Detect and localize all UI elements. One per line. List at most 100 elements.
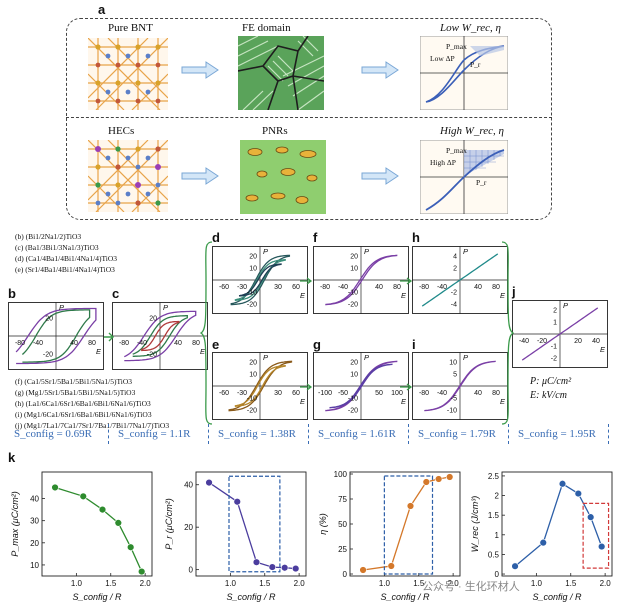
highlight-box [228,475,281,573]
legend-top-item: (e) (Sr1/4Ba1/4Bi1/4Na1/4)TiO3 [15,265,115,274]
p-unit-note: P: μC/cm² [530,376,572,387]
series-line [54,486,143,572]
arrow-right-icon [361,61,399,79]
loop-curve [132,315,188,357]
p-axis-label: P [163,303,168,312]
p-axis-label: P [263,247,268,256]
loop-curve [329,363,393,409]
loop-plot-d: -60 -30 30 60 20 10 -10 -20 E P [212,246,308,314]
sconfig-separator [108,424,109,444]
loop-plot-c: -80 -40 40 80 20 -20 E P [112,302,208,370]
e-axis-label: E [401,397,407,406]
loop-curve [15,307,97,365]
series-line [514,482,603,567]
y-tick-label: -2 [451,290,457,297]
x-tick-label: 1.5 [565,579,577,588]
loop-plot-j: -40 -20 20 40 2 1 -1 -2 E P [512,300,608,368]
x-tick-label: 1.0 [531,579,543,588]
loop-curve [521,307,599,361]
sconfig-separator [208,424,209,444]
x-tick-label: -50 [338,390,348,397]
x-tick-label: -80 [15,340,25,347]
fe-domain-image [238,36,324,110]
pnrs-image [240,140,326,214]
panel-h-letter: h [412,230,420,245]
sconfig-label-c: S_config = 1.1R [118,428,191,440]
eta-chart: 1.0 1.5 2.0 0 25 50 75 100 S_config / R η (%) [318,470,461,602]
panel-k-letter: k [8,450,16,465]
y-tick-label: -4 [451,302,457,309]
data-point [79,492,87,501]
x-tick-label: -80 [419,390,429,397]
x-tick-label: 80 [492,284,500,291]
pmax-label-high: P_max [446,146,467,155]
data-point [114,519,123,527]
panel-b-letter: b [8,286,16,301]
e-unit-note: E: kV/cm [530,390,567,401]
loop-curve [424,360,496,412]
y-tick-label: 10 [30,561,39,570]
highlight-box [383,475,434,575]
x-tick-label: 60 [292,390,300,397]
x-tick-label: 30 [274,284,282,291]
legend-top-item: (c) (Ba1/3Bi1/3Na1/3)TiO3 [15,243,99,252]
x-tick-label: -40 [519,338,529,345]
y-axis-label: W_rec (J/cm³) [470,496,480,553]
data-point [98,505,107,514]
brace-icon [501,241,514,425]
arrow-right-icon [181,61,219,79]
y-tick-label: 10 [249,266,257,273]
highlight-box [582,502,610,569]
sconfig-label-fg: S_config = 1.61R [318,428,397,440]
x-tick-label: 2.0 [448,579,460,588]
x-tick-label: 80 [192,340,200,347]
panel-g-letter: g [313,337,321,352]
x-axis-label: S_config / R [380,592,430,602]
x-tick-label: 1.0 [71,579,83,588]
y-tick-label: -20 [43,352,53,359]
data-point [291,564,300,573]
e-axis-label: E [600,345,606,354]
data-point [511,562,519,570]
y-tick-label: -10 [247,396,257,403]
data-point [137,567,146,576]
y-axis-label: η (%) [318,513,328,535]
x-tick-label: -60 [219,390,229,397]
data-point [205,478,213,487]
x-tick-label: 80 [492,390,500,397]
x-tick-label: 40 [174,340,182,347]
data-point [387,562,395,570]
arrow-right-icon [361,167,399,185]
panel-e-letter: e [212,337,220,352]
x-tick-label: 20 [574,338,582,345]
y-tick-label: 50 [338,520,347,529]
sconfig-separator [308,424,309,444]
data-point [574,489,583,498]
x-tick-label: -60 [219,284,229,291]
p-axis-label: P [463,247,468,256]
data-point [586,513,595,521]
y-tick-label: 2.5 [488,472,500,481]
y-tick-label: -10 [247,290,257,297]
p-axis-label: P [563,301,568,310]
wrec-chart: 1.0 1.5 2.0 0 0.5 1 1.5 2 2.5 S_config / R W_rec (… [470,471,613,602]
hecs-lattice-icon [88,140,168,212]
y-tick-label: 10 [350,266,358,273]
y-axis-label: P_max (μC/cm²) [10,491,20,556]
y-tick-label: 10 [449,360,457,367]
x-axis-label: S_config / R [532,592,582,602]
arrow-right-icon [300,383,313,391]
loop-plot-e: -60 -30 30 60 20 10 -10 -20 E P [212,352,308,420]
loop-plot-f: -80 -40 40 80 20 10 -10 -20 E P [313,246,409,314]
y-tick-label: 5 [453,372,457,379]
legend-top-item: (b) (Bi1/2Na1/2)TiO3 [15,232,82,241]
y-tick-label: 20 [30,539,39,548]
x-tick-label: 1.0 [379,579,391,588]
e-axis-label: E [500,397,506,406]
loop-curve [140,320,180,352]
data-point [51,483,59,492]
loop-curve [230,254,291,306]
plot-frame [501,471,613,577]
loop-curve [421,253,499,307]
low-wrec-label: Low W_rec, η [440,22,501,34]
